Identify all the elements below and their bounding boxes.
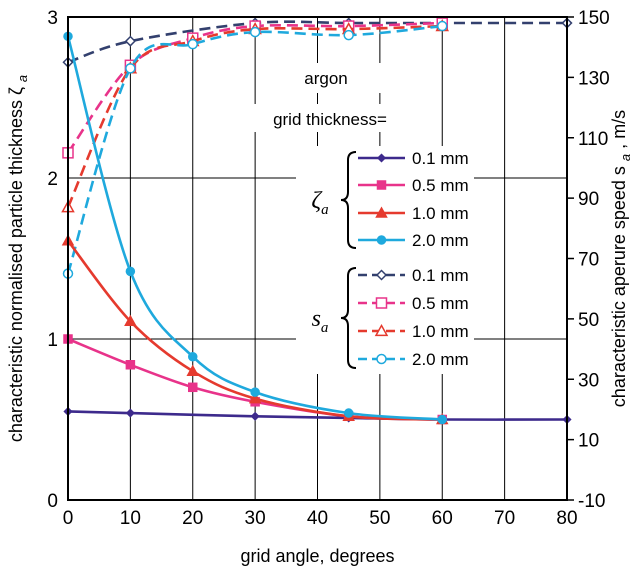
y2-tick-label: 150 <box>578 8 610 29</box>
legend-label: 0.1 mm <box>412 149 469 168</box>
zeta-point <box>251 388 259 396</box>
y-tick-label: 1 <box>47 330 58 351</box>
legend-label: 0.1 mm <box>412 266 469 285</box>
x-tick-label: 0 <box>63 508 74 529</box>
legend-label: 0.5 mm <box>412 176 469 195</box>
y2-axis-title: characteristic aperure speed s a , m/s <box>609 110 631 407</box>
y2-tick-label: 110 <box>578 129 608 150</box>
y2-tick-label: 50 <box>578 310 599 331</box>
y2-tick-label: 130 <box>578 68 610 89</box>
y2-tick-label: -10 <box>578 491 605 512</box>
legend-gas-label: argon <box>304 69 347 88</box>
y2-tick-label: 10 <box>578 431 599 452</box>
zeta-point <box>189 353 197 361</box>
x-tick-label: 70 <box>494 508 515 529</box>
legend-marker <box>377 355 386 364</box>
y-axis-title-subscript: a <box>15 75 30 82</box>
zeta-point <box>126 267 134 275</box>
legend-label: 1.0 mm <box>412 204 469 223</box>
y2-axis-title-text: characteristic aperure speed s <box>609 166 629 407</box>
legend-label: 2.0 mm <box>412 350 469 369</box>
speed-point <box>251 28 260 37</box>
speed-point <box>438 22 447 31</box>
speed-point <box>188 40 197 49</box>
x-tick-label: 60 <box>432 508 453 529</box>
zeta-point <box>189 383 197 391</box>
y2-tick-label: 70 <box>578 250 599 271</box>
y2-tick-label: 30 <box>578 370 599 391</box>
legend-label: 2.0 mm <box>412 231 469 250</box>
zeta-point <box>127 410 134 417</box>
y-tick-label: 2 <box>47 169 58 190</box>
x-axis-title: grid angle, degrees <box>240 546 394 566</box>
y-axis-title-text: characteristic normalised particle thick… <box>6 87 26 442</box>
legend-label: 0.5 mm <box>412 294 469 313</box>
y2-axis-title-subscript: a <box>618 154 631 161</box>
zeta-point <box>126 361 134 369</box>
y-tick-label: 3 <box>47 8 58 29</box>
y2-tick-label: 90 <box>578 189 599 210</box>
speed-point <box>126 64 135 73</box>
speed-point <box>344 31 353 40</box>
legend-marker <box>377 298 387 308</box>
legend-label: 1.0 mm <box>412 322 469 341</box>
legend-marker <box>378 236 386 244</box>
y2-axis-title-unit: , m/s <box>609 110 629 149</box>
zeta-point <box>252 413 259 420</box>
y-tick-label: 0 <box>47 491 58 512</box>
x-tick-label: 20 <box>182 508 203 529</box>
legend-heading: grid thickness= <box>273 110 387 129</box>
zeta-point <box>438 416 446 424</box>
x-tick-label: 30 <box>245 508 266 529</box>
x-tick-label: 40 <box>307 508 328 529</box>
speed-point <box>126 37 135 46</box>
legend-marker <box>378 181 386 189</box>
x-tick-label: 10 <box>120 508 141 529</box>
legend: argon grid thickness= 0.1 mm 0.5 mm 1.0 mm 2.… <box>244 63 474 374</box>
x-tick-label: 50 <box>369 508 390 529</box>
zeta-point <box>345 409 353 417</box>
x-tick-label: 80 <box>556 508 577 529</box>
y-axis-title: characteristic normalised particle thick… <box>6 75 30 442</box>
